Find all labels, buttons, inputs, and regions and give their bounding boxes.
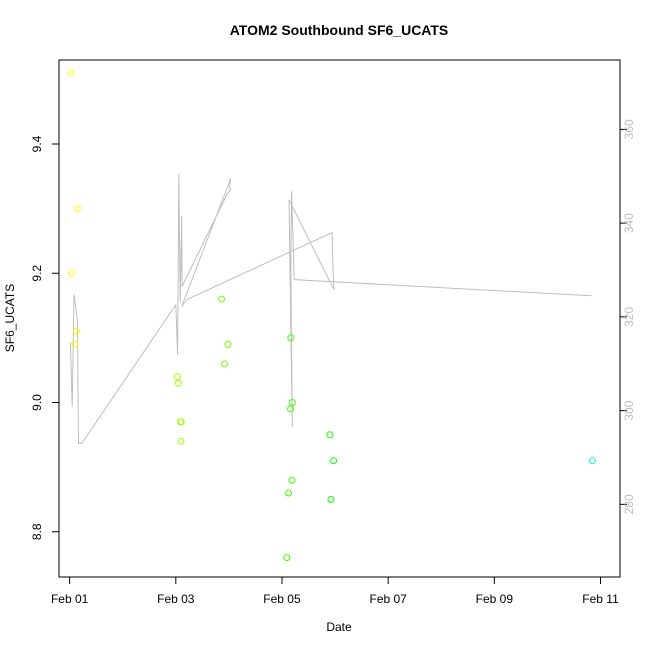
data-point [221, 360, 228, 368]
y2-tick-label: 340 [622, 213, 636, 233]
data-point [288, 476, 296, 484]
data-point [218, 295, 225, 303]
data-point [73, 205, 81, 213]
data-point [68, 269, 75, 277]
chart-title: ATOM2 Southbound SF6_UCATS [230, 22, 449, 38]
data-point [288, 399, 296, 406]
y-tick-label: 9.2 [30, 265, 44, 282]
data-point [327, 496, 335, 503]
y-tick-label: 8.8 [30, 523, 44, 540]
data-point [224, 340, 232, 348]
data-point [71, 340, 79, 348]
y2-tick-label: 280 [622, 494, 636, 514]
data-point [174, 379, 182, 387]
data-point [73, 327, 81, 335]
y2-tick-label: 300 [622, 400, 636, 420]
y-axis-left: 8.8 9.0 9.2 9.4 [30, 135, 60, 540]
y-tick-label: 9.0 [30, 394, 44, 411]
data-point [287, 405, 294, 413]
x-tick-label: Feb 09 [476, 592, 514, 606]
plot-area [58, 59, 621, 578]
y2-tick-label: 320 [622, 307, 636, 327]
x-tick-label: Feb 01 [51, 592, 89, 606]
data-point [588, 457, 596, 465]
x-tick-label: Feb 07 [369, 592, 407, 606]
y-axis-right: 280 300 320 340 360 [619, 119, 636, 514]
data-point [177, 418, 185, 426]
data-point [326, 431, 334, 439]
data-point [177, 437, 185, 445]
data-point [287, 334, 295, 342]
x-axis-label: Date [326, 620, 352, 634]
y-tick-label: 9.4 [30, 135, 44, 152]
series-line [69, 174, 592, 444]
data-point [67, 69, 75, 77]
x-axis: Feb 01 Feb 03 Feb 05 Feb 07 Feb 09 Feb 11 [51, 576, 619, 606]
data-points [67, 69, 596, 562]
data-point [283, 554, 291, 562]
data-point [285, 489, 293, 497]
data-point [173, 373, 181, 381]
y-axis-label: SF6_UCATS [3, 284, 17, 352]
x-tick-label: Feb 05 [263, 592, 301, 606]
y2-tick-label: 360 [622, 119, 636, 139]
data-point [330, 457, 338, 465]
x-tick-label: Feb 11 [582, 592, 619, 606]
x-tick-label: Feb 03 [157, 592, 195, 606]
